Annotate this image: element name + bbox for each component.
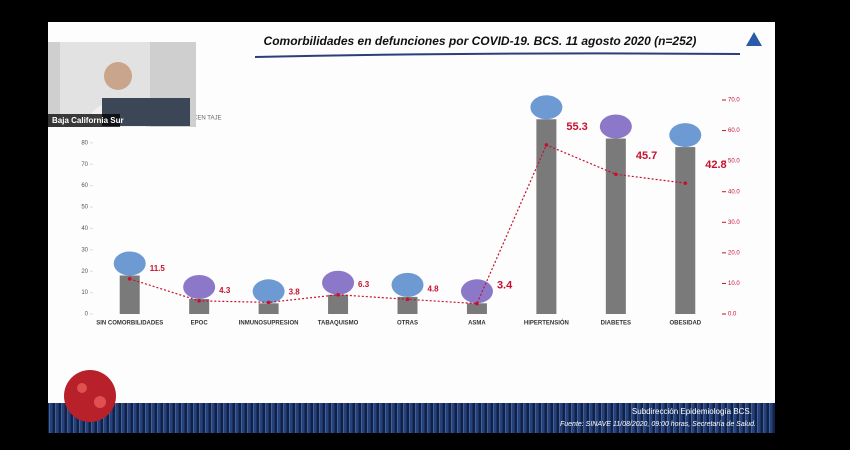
x-tick-label: HIPERTENSIÓN [524, 319, 569, 327]
percent-point [614, 172, 618, 177]
y-tick-label: 70 [81, 162, 88, 168]
webcam-label: Baja California Sur [52, 116, 124, 125]
x-tick-label: TABAQUISMO [318, 321, 359, 327]
organ-icon [460, 279, 493, 304]
bar [189, 299, 210, 314]
organ-icon [669, 123, 702, 148]
value-label: 6.3 [358, 280, 370, 289]
title-underline [254, 52, 741, 58]
y2-tick-label: 70.0 [728, 98, 740, 104]
value-label: 55.3 [566, 121, 587, 133]
y2-tick-label: 30.0 [728, 220, 740, 226]
y-tick-label: 30 [81, 247, 88, 253]
logo [746, 32, 762, 46]
y2-tick-label: 20.0 [728, 250, 740, 256]
y2-tick-label: 0.0 [728, 312, 737, 318]
organ-icon [599, 114, 632, 139]
percent-point [683, 181, 688, 185]
bar [328, 294, 349, 314]
y-tick-label: 40 [81, 226, 88, 232]
percent-point [266, 300, 271, 305]
value-label: 4.8 [428, 284, 440, 293]
percent-point [197, 299, 201, 303]
webcam: Baja California Sur [48, 42, 196, 127]
percent-point [544, 143, 549, 147]
organ-icon [183, 275, 216, 300]
x-tick-label: SIN COMORBILIDADES [96, 321, 163, 327]
organ-icon [113, 251, 146, 276]
y2-tick-label: 50.0 [728, 159, 740, 165]
bar [675, 147, 696, 314]
bar [258, 303, 279, 314]
y2-tick-label: 40.0 [728, 189, 740, 195]
value-label: 3.4 [497, 280, 513, 292]
y-tick-label: 20 [81, 269, 88, 275]
bar [605, 138, 626, 314]
y-tick-label: 50 [81, 205, 88, 211]
x-tick-label: INMUNOSUPRESION [239, 321, 299, 327]
chart-title: Comorbilidades en defunciones por COVID-… [264, 34, 697, 48]
x-tick-label: DIABETES [601, 321, 631, 327]
bar [397, 296, 418, 314]
value-label: 4.3 [219, 286, 231, 295]
value-label: 3.8 [289, 287, 301, 296]
y2-tick-label: 60.0 [728, 128, 740, 134]
organ-icon [530, 95, 563, 120]
percent-point [475, 301, 479, 306]
x-tick-label: OBESIDAD [669, 321, 701, 327]
x-tick-label: OTRAS [397, 321, 418, 327]
organ-icon [252, 279, 285, 304]
virus-icon [64, 370, 116, 422]
axis-note: CEN TAJE [193, 116, 221, 122]
y-tick-label: 10 [81, 290, 88, 296]
value-label: 45.7 [636, 150, 657, 162]
bar [536, 119, 557, 314]
percent-point [127, 277, 132, 281]
bar [119, 275, 140, 314]
source: Fuente: SINAVE 11/08/2020, 09:00 horas, … [560, 421, 756, 428]
value-label: 42.8 [705, 159, 726, 171]
x-tick-label: EPOC [191, 321, 209, 327]
x-tick-label: ASMA [468, 321, 486, 327]
footer-strip [48, 403, 775, 433]
organ-icon [322, 270, 355, 295]
footer: Subdirección Epidemiología BCS. [632, 407, 752, 416]
y-tick-label: 80 [81, 140, 88, 146]
organ-icon [391, 272, 424, 297]
percent-point [405, 297, 410, 302]
value-label: 11.5 [150, 264, 166, 273]
y2-tick-label: 10.0 [728, 281, 740, 287]
y-tick-label: 60 [81, 183, 88, 189]
percent-point [336, 292, 340, 297]
bar [466, 303, 487, 314]
y-tick-label: 0 [85, 312, 89, 318]
